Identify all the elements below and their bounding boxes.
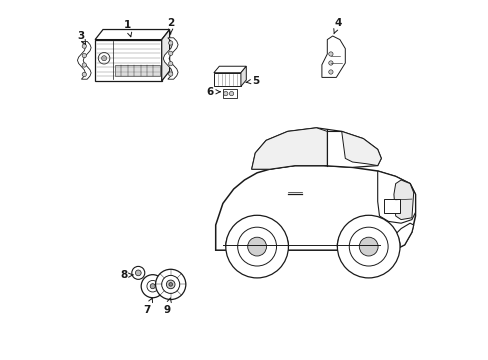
Circle shape bbox=[168, 283, 172, 286]
Polygon shape bbox=[341, 131, 381, 166]
Circle shape bbox=[150, 284, 155, 289]
Polygon shape bbox=[95, 30, 169, 40]
Circle shape bbox=[82, 44, 86, 48]
Circle shape bbox=[328, 52, 332, 56]
Circle shape bbox=[168, 51, 172, 55]
Circle shape bbox=[82, 53, 86, 58]
Circle shape bbox=[132, 266, 144, 279]
Circle shape bbox=[223, 91, 227, 96]
Bar bbox=[95, 40, 162, 81]
Polygon shape bbox=[251, 128, 326, 169]
Polygon shape bbox=[379, 223, 413, 250]
Polygon shape bbox=[251, 128, 381, 169]
Circle shape bbox=[82, 72, 86, 77]
Circle shape bbox=[168, 41, 172, 45]
Polygon shape bbox=[213, 66, 246, 73]
Circle shape bbox=[337, 215, 399, 278]
Polygon shape bbox=[377, 171, 415, 223]
Circle shape bbox=[359, 237, 377, 256]
Circle shape bbox=[168, 62, 172, 66]
Text: 2: 2 bbox=[167, 18, 174, 34]
Circle shape bbox=[166, 280, 175, 289]
Polygon shape bbox=[215, 166, 415, 250]
Text: 9: 9 bbox=[163, 298, 171, 315]
Circle shape bbox=[247, 237, 266, 256]
Text: 4: 4 bbox=[333, 18, 341, 34]
Circle shape bbox=[82, 63, 86, 67]
Circle shape bbox=[98, 53, 110, 64]
Circle shape bbox=[229, 91, 233, 96]
Circle shape bbox=[328, 70, 332, 74]
Circle shape bbox=[141, 275, 164, 298]
Polygon shape bbox=[163, 38, 178, 79]
Circle shape bbox=[348, 227, 387, 266]
Circle shape bbox=[155, 269, 185, 300]
Circle shape bbox=[135, 270, 141, 276]
Circle shape bbox=[168, 72, 172, 76]
Circle shape bbox=[225, 215, 288, 278]
Text: 7: 7 bbox=[143, 298, 152, 315]
Text: 6: 6 bbox=[206, 87, 220, 97]
Circle shape bbox=[162, 275, 179, 293]
Polygon shape bbox=[77, 41, 91, 79]
Circle shape bbox=[102, 56, 106, 61]
Bar bbox=[213, 73, 241, 86]
Bar bbox=[115, 65, 160, 76]
Polygon shape bbox=[241, 66, 246, 86]
Text: 1: 1 bbox=[123, 20, 131, 37]
Text: 3: 3 bbox=[77, 31, 85, 44]
Text: 8: 8 bbox=[120, 270, 133, 280]
Text: 5: 5 bbox=[245, 76, 259, 86]
Polygon shape bbox=[393, 180, 413, 220]
Circle shape bbox=[237, 227, 276, 266]
Bar bbox=[223, 89, 236, 98]
Circle shape bbox=[328, 61, 332, 65]
Polygon shape bbox=[162, 30, 169, 81]
Bar bbox=[383, 199, 399, 213]
Circle shape bbox=[146, 280, 158, 292]
Polygon shape bbox=[321, 36, 345, 77]
